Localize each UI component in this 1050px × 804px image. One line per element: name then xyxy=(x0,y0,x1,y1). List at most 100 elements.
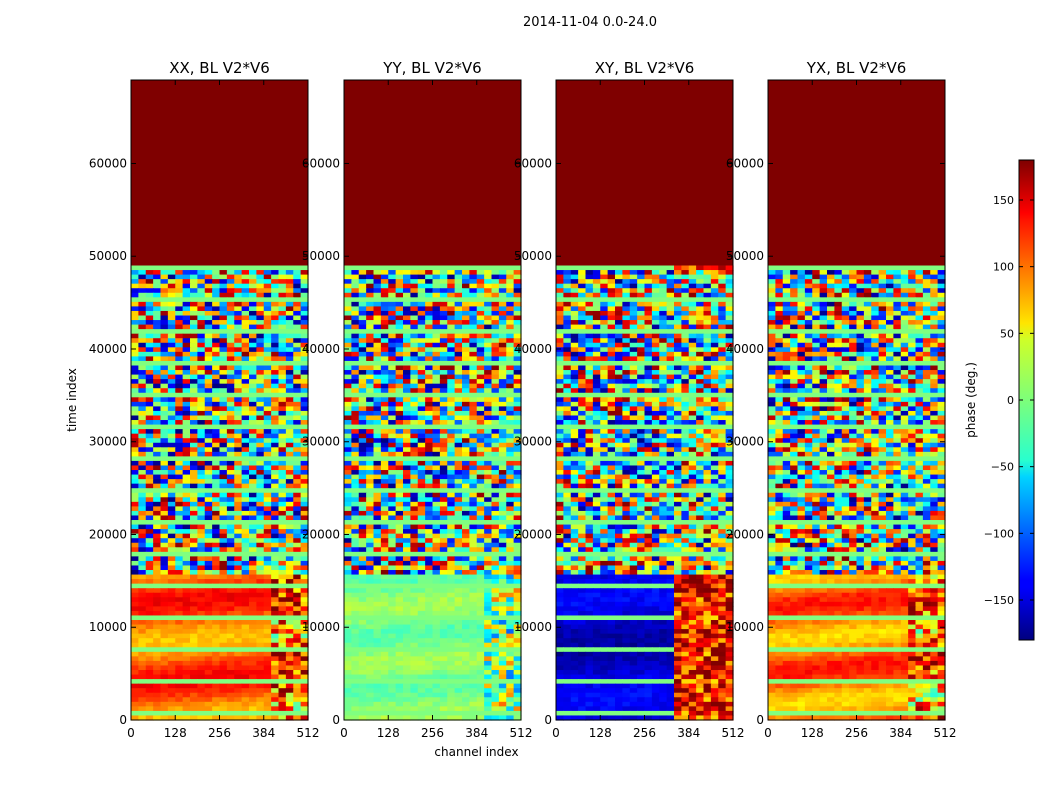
heatmap-cell xyxy=(492,279,500,284)
heatmap-cell xyxy=(433,625,441,630)
heatmap-cell xyxy=(197,352,205,357)
heatmap-cell xyxy=(477,279,485,284)
heatmap-cell xyxy=(388,647,396,652)
heatmap-cell xyxy=(131,561,139,566)
heatmap-cell xyxy=(264,511,272,516)
heatmap-cell xyxy=(440,270,448,275)
heatmap-cell xyxy=(425,575,433,580)
heatmap-cell xyxy=(131,606,139,611)
heatmap-cell xyxy=(359,684,367,689)
heatmap-cell xyxy=(293,543,301,548)
heatmap-cell xyxy=(403,293,411,298)
heatmap-cell xyxy=(492,406,500,411)
heatmap-cell xyxy=(374,515,382,520)
heatmap-cell xyxy=(161,634,169,639)
heatmap-cell xyxy=(374,620,382,625)
heatmap-cell xyxy=(396,325,404,330)
heatmap-cell xyxy=(301,384,309,389)
heatmap-cell xyxy=(499,534,507,539)
heatmap-cell xyxy=(271,675,279,680)
heatmap-cell xyxy=(153,534,161,539)
heatmap-cell xyxy=(293,284,301,289)
heatmap-cell xyxy=(374,393,382,398)
heatmap-cell xyxy=(212,520,220,525)
heatmap-cell xyxy=(161,656,169,661)
heatmap-cell xyxy=(168,388,176,393)
heatmap-cell xyxy=(264,475,272,480)
heatmap-cell xyxy=(359,420,367,425)
heatmap-cell xyxy=(301,425,309,430)
heatmap-cell xyxy=(403,556,411,561)
heatmap-cell xyxy=(351,597,359,602)
heatmap-cell xyxy=(388,606,396,611)
heatmap-cell xyxy=(396,293,404,298)
heatmap-cell xyxy=(220,470,228,475)
heatmap-cell xyxy=(220,411,228,416)
heatmap-cell xyxy=(242,311,250,316)
heatmap-cell xyxy=(153,388,161,393)
heatmap-cell xyxy=(403,366,411,371)
heatmap-cell xyxy=(484,402,492,407)
heatmap-cell xyxy=(161,402,169,407)
heatmap-cell xyxy=(227,611,235,616)
heatmap-cell xyxy=(286,370,294,375)
heatmap-cell xyxy=(286,279,294,284)
heatmap-cell xyxy=(234,652,242,657)
heatmap-cell xyxy=(484,543,492,548)
heatmap-cell xyxy=(410,370,418,375)
heatmap-cell xyxy=(293,452,301,457)
heatmap-cell xyxy=(381,270,389,275)
heatmap-cell xyxy=(447,706,455,711)
heatmap-cell xyxy=(175,343,183,348)
heatmap-cell xyxy=(205,688,213,693)
heatmap-cell xyxy=(469,647,477,652)
heatmap-cell xyxy=(410,697,418,702)
heatmap-cell xyxy=(499,420,507,425)
heatmap-cell xyxy=(593,279,601,284)
heatmap-cell xyxy=(492,552,500,557)
heatmap-cell xyxy=(366,602,374,607)
heatmap-cell xyxy=(396,593,404,598)
heatmap-cell xyxy=(381,429,389,434)
heatmap-cell xyxy=(256,688,264,693)
heatmap-cell xyxy=(286,556,294,561)
heatmap-cell xyxy=(499,665,507,670)
heatmap-cell xyxy=(351,506,359,511)
heatmap-cell xyxy=(418,606,426,611)
heatmap-cell xyxy=(462,538,470,543)
heatmap-cell xyxy=(455,302,463,307)
heatmap-cell xyxy=(212,361,220,366)
heatmap-cell xyxy=(131,375,139,380)
heatmap-cell xyxy=(138,661,146,666)
heatmap-cell xyxy=(388,266,396,271)
heatmap-cell xyxy=(256,266,264,271)
heatmap-cell xyxy=(153,511,161,516)
heatmap-cell xyxy=(190,266,198,271)
heatmap-cell xyxy=(403,652,411,657)
heatmap-cell xyxy=(227,311,235,316)
heatmap-cell xyxy=(234,565,242,570)
heatmap-cell xyxy=(242,397,250,402)
heatmap-cell xyxy=(499,547,507,552)
heatmap-cell xyxy=(410,679,418,684)
heatmap-cell xyxy=(447,297,455,302)
heatmap-cell xyxy=(138,643,146,648)
heatmap-cell xyxy=(492,465,500,470)
heatmap-cell xyxy=(514,397,522,402)
heatmap-cell xyxy=(433,384,441,389)
heatmap-cell xyxy=(242,438,250,443)
heatmap-cell xyxy=(234,438,242,443)
heatmap-cell xyxy=(388,443,396,448)
heatmap-cell xyxy=(271,406,279,411)
heatmap-cell xyxy=(175,506,183,511)
heatmap-cell xyxy=(234,697,242,702)
heatmap-cell xyxy=(256,429,264,434)
heatmap-cell xyxy=(366,415,374,420)
heatmap-cell xyxy=(366,329,374,334)
heatmap-cell xyxy=(499,497,507,502)
heatmap-cell xyxy=(153,415,161,420)
heatmap-cell xyxy=(264,334,272,339)
heatmap-cell xyxy=(205,329,213,334)
heatmap-cell xyxy=(440,656,448,661)
heatmap-cell xyxy=(374,706,382,711)
